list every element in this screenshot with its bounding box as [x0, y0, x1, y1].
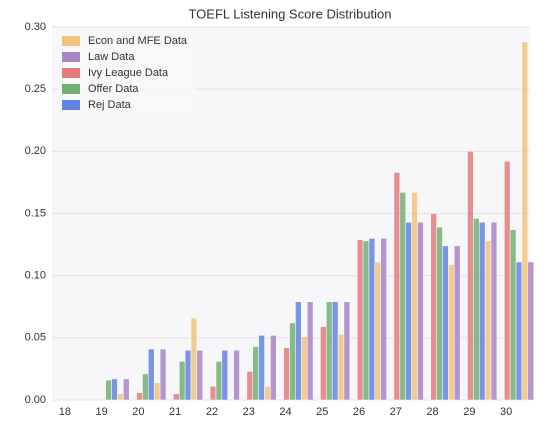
bar [173, 393, 180, 401]
x-tick-label: 21 [169, 406, 181, 418]
bar [196, 350, 204, 401]
bar [258, 335, 265, 401]
bar [356, 239, 364, 401]
bar [326, 301, 333, 401]
y-tick-label: 0.20 [25, 145, 46, 157]
bar [331, 301, 339, 401]
bar [527, 261, 534, 401]
x-tick-label: 23 [243, 406, 255, 418]
bar [484, 240, 492, 401]
x-tick-label: 25 [316, 406, 328, 418]
bar [479, 221, 486, 401]
bar [123, 378, 130, 401]
bar [509, 229, 517, 401]
bar [368, 238, 376, 401]
bar [270, 335, 277, 401]
bar [490, 221, 498, 401]
legend-swatch [62, 100, 80, 110]
bar [417, 221, 424, 401]
bar [430, 213, 437, 401]
bar [301, 336, 308, 401]
x-tick-label: 19 [96, 406, 108, 418]
bar [283, 347, 290, 401]
x-tick-label: 30 [500, 406, 512, 418]
bar [436, 226, 443, 401]
bar [221, 350, 229, 401]
legend-label: Offer Data [88, 83, 139, 95]
bar [295, 301, 302, 401]
bar [380, 238, 387, 401]
bar [159, 348, 167, 401]
y-tick-label: 0.15 [25, 207, 46, 219]
y-tick-label: 0.05 [25, 332, 46, 344]
bar [264, 386, 271, 401]
bar [411, 192, 418, 401]
bar [399, 192, 406, 401]
bar [374, 261, 381, 401]
bar [393, 172, 401, 401]
bar [504, 161, 511, 401]
y-tick-label: 0.10 [25, 270, 46, 282]
y-tick-label: 0.30 [25, 21, 46, 33]
bar [442, 245, 449, 401]
bar [184, 350, 192, 401]
x-tick-label: 22 [206, 406, 218, 418]
x-tick-label: 20 [132, 406, 144, 418]
bar [473, 218, 480, 401]
bar [215, 361, 223, 401]
bar [405, 221, 412, 401]
legend-swatch [62, 36, 80, 46]
x-tick-label: 18 [59, 406, 71, 418]
bar [148, 348, 155, 401]
bar [306, 301, 314, 401]
bar [142, 373, 149, 401]
legend-label: Econ and MFE Data [88, 35, 188, 47]
bar [515, 261, 523, 401]
bar [190, 317, 198, 401]
bar [343, 301, 351, 401]
x-tick-label: 29 [463, 406, 475, 418]
bar [105, 379, 112, 401]
bar [178, 361, 186, 401]
bar [454, 245, 461, 401]
legend-swatch [62, 84, 80, 94]
bar [111, 378, 118, 401]
x-tick-label: 24 [279, 406, 291, 418]
legend-swatch [62, 68, 80, 78]
bar [448, 264, 455, 401]
bar [521, 41, 529, 401]
y-tick-label: 0.25 [25, 83, 46, 95]
chart-title: TOEFL Listening Score Distribution [188, 6, 391, 21]
y-tick-label: 0.00 [25, 394, 46, 406]
bar [252, 346, 259, 401]
x-tick-label: 26 [353, 406, 365, 418]
bar [467, 151, 474, 401]
legend-label: Law Data [88, 51, 135, 63]
bar [320, 326, 327, 401]
x-tick-label: 28 [426, 406, 438, 418]
x-tick-label: 27 [390, 406, 402, 418]
bar [337, 333, 345, 401]
bar [289, 322, 296, 401]
legend-label: Ivy League Data [88, 67, 169, 79]
bar [233, 350, 240, 401]
legend-swatch [62, 52, 80, 62]
bar [209, 386, 217, 401]
bar [153, 382, 161, 401]
legend-label: Rej Data [88, 99, 132, 111]
bar [117, 393, 124, 401]
bar [362, 240, 370, 401]
bar [136, 392, 143, 401]
bar [246, 371, 254, 401]
